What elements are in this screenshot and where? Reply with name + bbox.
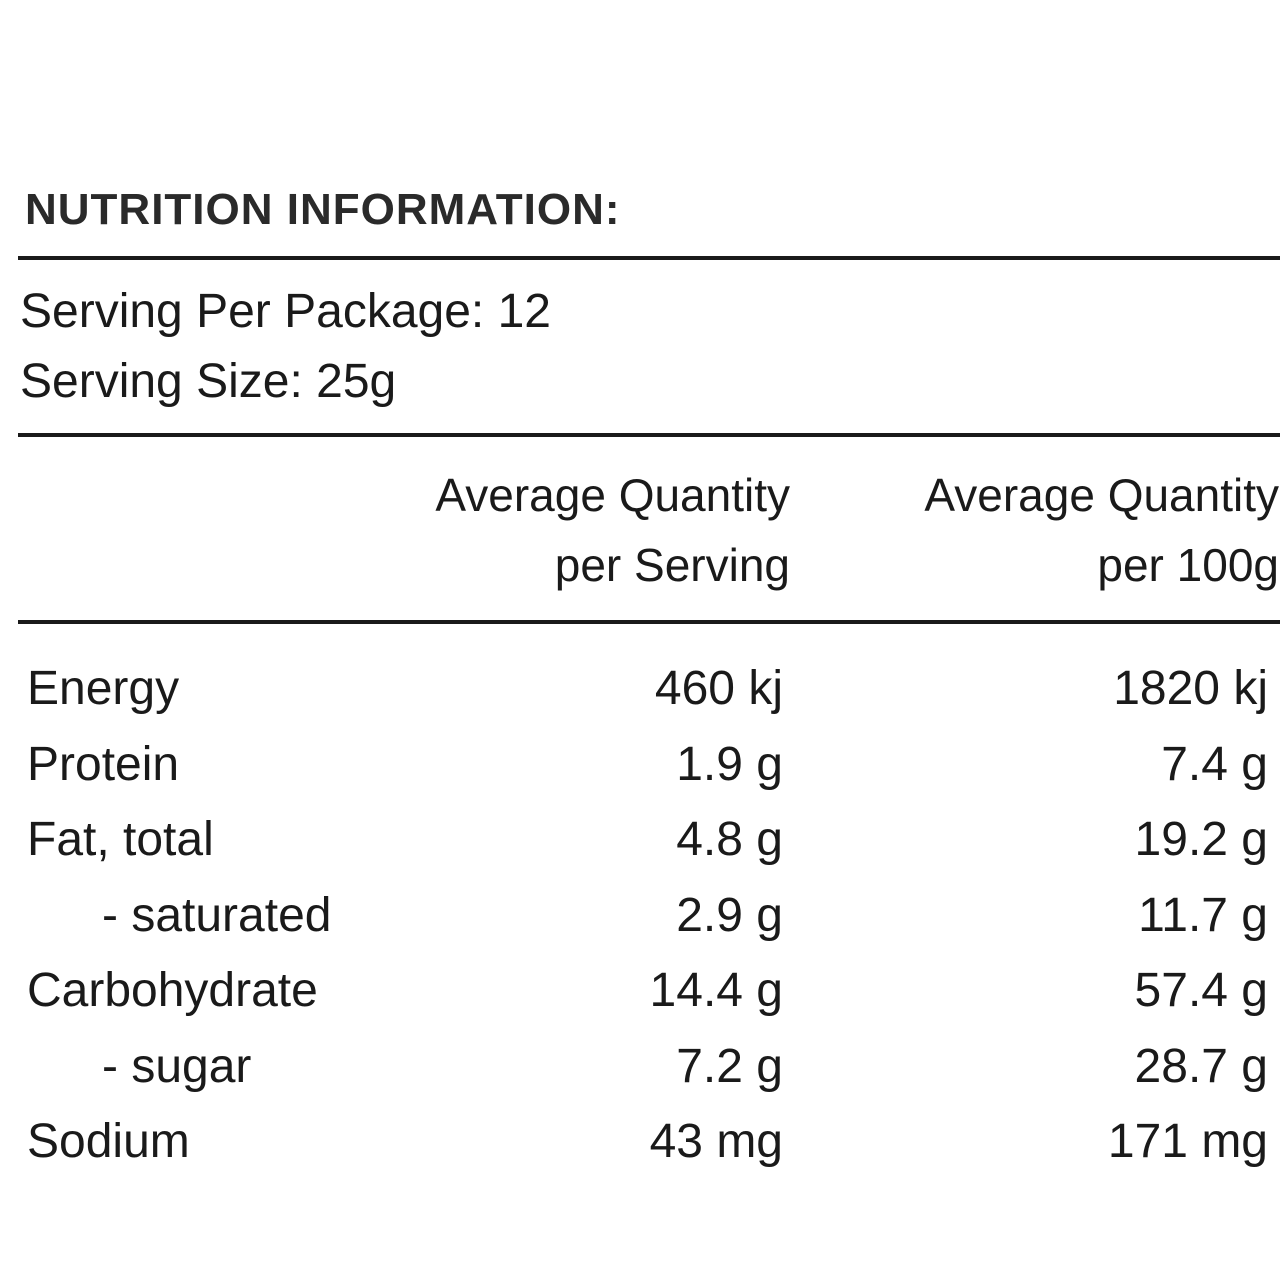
row-label: Fat, total <box>27 813 214 866</box>
row-label: Energy <box>27 662 180 715</box>
row-value: 28.7 g <box>1134 1039 1268 1093</box>
row-value: 2.9 g <box>676 888 783 942</box>
row-value: 460 kj <box>654 662 783 715</box>
serving-line: Serving Size: 25g <box>20 355 397 408</box>
column-header: Average Quantity <box>435 469 790 521</box>
row-value: 14.4 g <box>649 964 783 1017</box>
column-header: per 100g <box>1097 539 1279 591</box>
row-value: 7.2 g <box>676 1039 783 1093</box>
rule <box>18 256 1280 260</box>
title: NUTRITION INFORMATION: <box>25 185 621 234</box>
row-label: - sugar <box>102 1039 252 1093</box>
row-value: 11.7 g <box>1138 888 1268 942</box>
row-label: Protein <box>27 737 180 791</box>
row-label: - saturated <box>102 888 332 942</box>
column-header: Average Quantity <box>924 469 1279 521</box>
row-label: Carbohydrate <box>27 964 318 1017</box>
row-value: 7.4 g <box>1161 737 1268 791</box>
row-value: 171 mg <box>1107 1115 1268 1168</box>
rule <box>18 433 1280 437</box>
row-label: Sodium <box>27 1115 190 1168</box>
column-header: per Serving <box>554 539 790 591</box>
row-value: 1820 kj <box>1113 662 1268 715</box>
row-value: 43 mg <box>649 1115 783 1168</box>
row-value: 19.2 g <box>1134 813 1268 866</box>
rule <box>18 620 1280 624</box>
row-value: 57.4 g <box>1134 964 1268 1017</box>
row-value: 1.9 g <box>676 737 783 791</box>
serving-line: Serving Per Package: 12 <box>20 285 551 338</box>
row-value: 4.8 g <box>676 813 783 866</box>
